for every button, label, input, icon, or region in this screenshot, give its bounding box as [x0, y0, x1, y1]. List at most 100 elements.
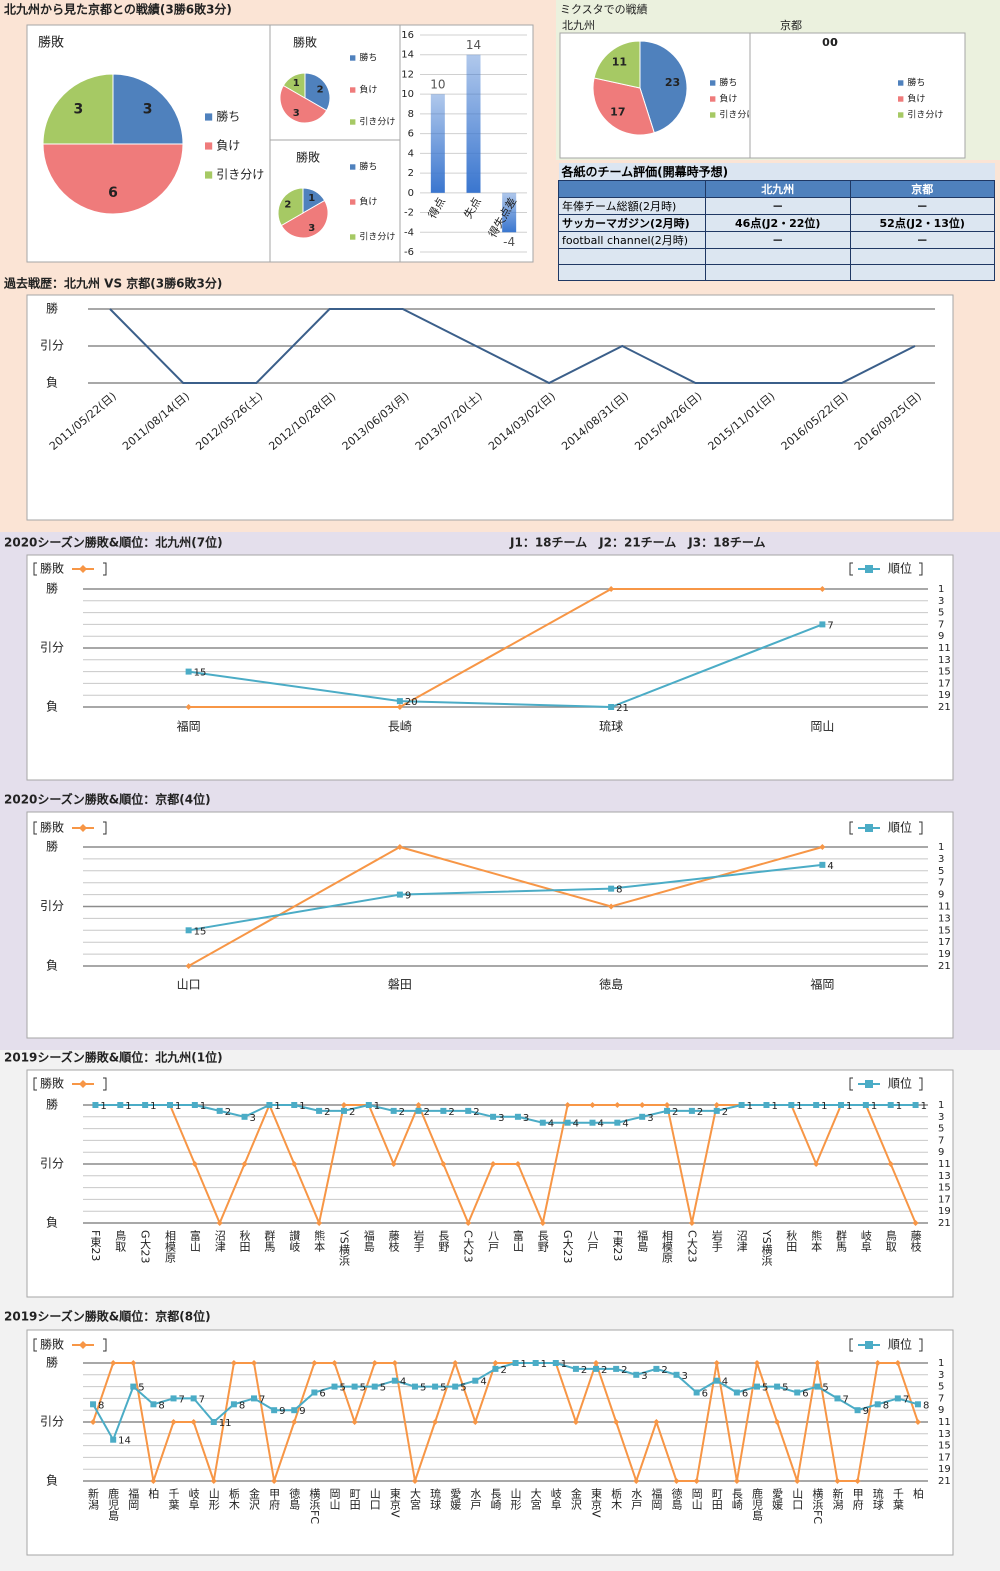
panel	[26, 294, 954, 521]
x-tick-label: 沼津	[213, 1229, 226, 1252]
marker	[210, 1419, 217, 1425]
x-tick-label: 大宮	[408, 1487, 421, 1511]
marker	[633, 1371, 640, 1378]
value-label: 3	[250, 1113, 256, 1124]
legend-bracket	[103, 1077, 107, 1091]
value-label: 2	[324, 1107, 330, 1118]
x-tick-label: 栃木	[227, 1487, 240, 1511]
panel	[26, 811, 954, 1039]
marker	[490, 1113, 497, 1120]
marker	[564, 1102, 571, 1108]
legend-swatch	[350, 55, 356, 61]
x-tick-label: 長崎	[730, 1488, 743, 1510]
value-label: 1	[561, 1359, 567, 1370]
y2-tick-label: 21	[938, 1476, 951, 1487]
cell: 52点(J2・13位)	[849, 214, 995, 232]
value-label: 14	[118, 1436, 131, 1447]
legend-label: 順位	[888, 1076, 912, 1091]
legend-marker	[79, 1341, 87, 1349]
marker	[613, 1365, 620, 1372]
marker	[862, 1102, 869, 1108]
marker	[713, 1107, 720, 1114]
marker	[390, 1161, 397, 1167]
marker	[688, 1107, 695, 1114]
marker	[572, 1419, 579, 1425]
marker	[608, 885, 615, 892]
pie-label: 23	[665, 76, 680, 89]
value-label: 9	[405, 891, 411, 902]
y2-tick-label: 3	[938, 854, 944, 865]
marker	[572, 1365, 579, 1372]
x-tick-label: 琉球	[871, 1487, 884, 1510]
legend-swatch	[350, 87, 356, 93]
marker	[589, 1119, 596, 1126]
value-label: 5	[822, 1383, 828, 1394]
y2-tick-label: 17	[938, 1194, 951, 1205]
value-label: 1	[150, 1101, 156, 1112]
value-label: 2	[601, 1365, 607, 1376]
series-line	[92, 1362, 919, 1443]
value-label: 6	[702, 1389, 708, 1400]
marker	[788, 1102, 795, 1108]
value-label: 5	[460, 1383, 466, 1394]
cell	[558, 248, 706, 265]
marker	[814, 1383, 821, 1390]
legend-swatch	[710, 112, 716, 118]
marker	[166, 1102, 173, 1108]
value-label: 8	[98, 1400, 104, 1411]
x-tick-label: 山口	[177, 978, 201, 992]
y-tick-label: 引分	[40, 641, 64, 655]
value-label: 21	[616, 703, 629, 714]
marker	[190, 1419, 197, 1425]
marker	[191, 1161, 198, 1167]
marker	[664, 1102, 671, 1108]
marker	[490, 1161, 497, 1167]
legend-swatch	[350, 199, 356, 205]
value-label: 1	[921, 1101, 927, 1112]
marker	[396, 704, 403, 710]
y2-tick-label: 7	[938, 619, 944, 630]
legend-bracket	[33, 1077, 37, 1091]
marker	[514, 1161, 521, 1167]
value-label: 7	[259, 1394, 265, 1405]
legend-bracket	[919, 1338, 923, 1352]
marker	[774, 1419, 781, 1425]
series-line	[188, 588, 823, 708]
value-label: 4	[827, 861, 833, 872]
value-label: 5	[339, 1383, 345, 1394]
marker	[834, 1395, 841, 1402]
x-tick-label: C大23	[462, 1230, 475, 1263]
marker	[639, 1113, 646, 1120]
value-label: 15	[194, 668, 207, 679]
cell: －	[705, 197, 851, 215]
x-tick-label: 群馬	[835, 1229, 848, 1253]
x-tick-label: G大23	[561, 1230, 574, 1264]
legend-swatch	[350, 164, 356, 170]
pie-slice	[592, 77, 655, 136]
pie-label: 2	[317, 84, 324, 95]
marker	[230, 1360, 237, 1366]
value-label: 2	[722, 1107, 728, 1118]
y2-tick-label: 19	[938, 690, 951, 701]
marker	[874, 1360, 881, 1366]
marker	[819, 861, 826, 868]
y2-tick-label: 19	[938, 1464, 951, 1475]
marker	[415, 1107, 422, 1114]
marker	[813, 1161, 820, 1167]
marker	[753, 1383, 760, 1390]
pie-label: 1	[293, 78, 300, 89]
legend-marker	[865, 1080, 873, 1088]
x-tick-label: 栃木	[610, 1487, 623, 1511]
x-tick-label: 相模原	[163, 1230, 176, 1263]
value-label: 1	[175, 1101, 181, 1112]
legend-swatch	[205, 142, 213, 150]
x-tick-label: 秋田	[785, 1229, 798, 1252]
marker	[593, 1365, 600, 1372]
x-tick-label: 岐阜	[549, 1488, 562, 1511]
marker	[351, 1383, 358, 1390]
y-tick-label: -6	[404, 247, 414, 258]
value-label: 5	[440, 1383, 446, 1394]
marker	[411, 1478, 418, 1484]
marker	[110, 1436, 117, 1443]
y2-tick-label: 19	[938, 949, 951, 960]
